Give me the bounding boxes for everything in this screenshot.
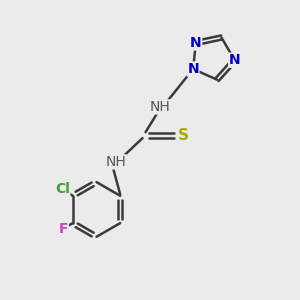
Text: N: N (190, 36, 202, 50)
Text: S: S (178, 128, 189, 142)
Text: N: N (229, 53, 240, 67)
Text: Cl: Cl (55, 182, 70, 196)
Text: NH: NH (105, 155, 126, 169)
Text: N: N (187, 62, 199, 76)
Text: NH: NH (150, 100, 171, 114)
Text: F: F (59, 222, 68, 236)
